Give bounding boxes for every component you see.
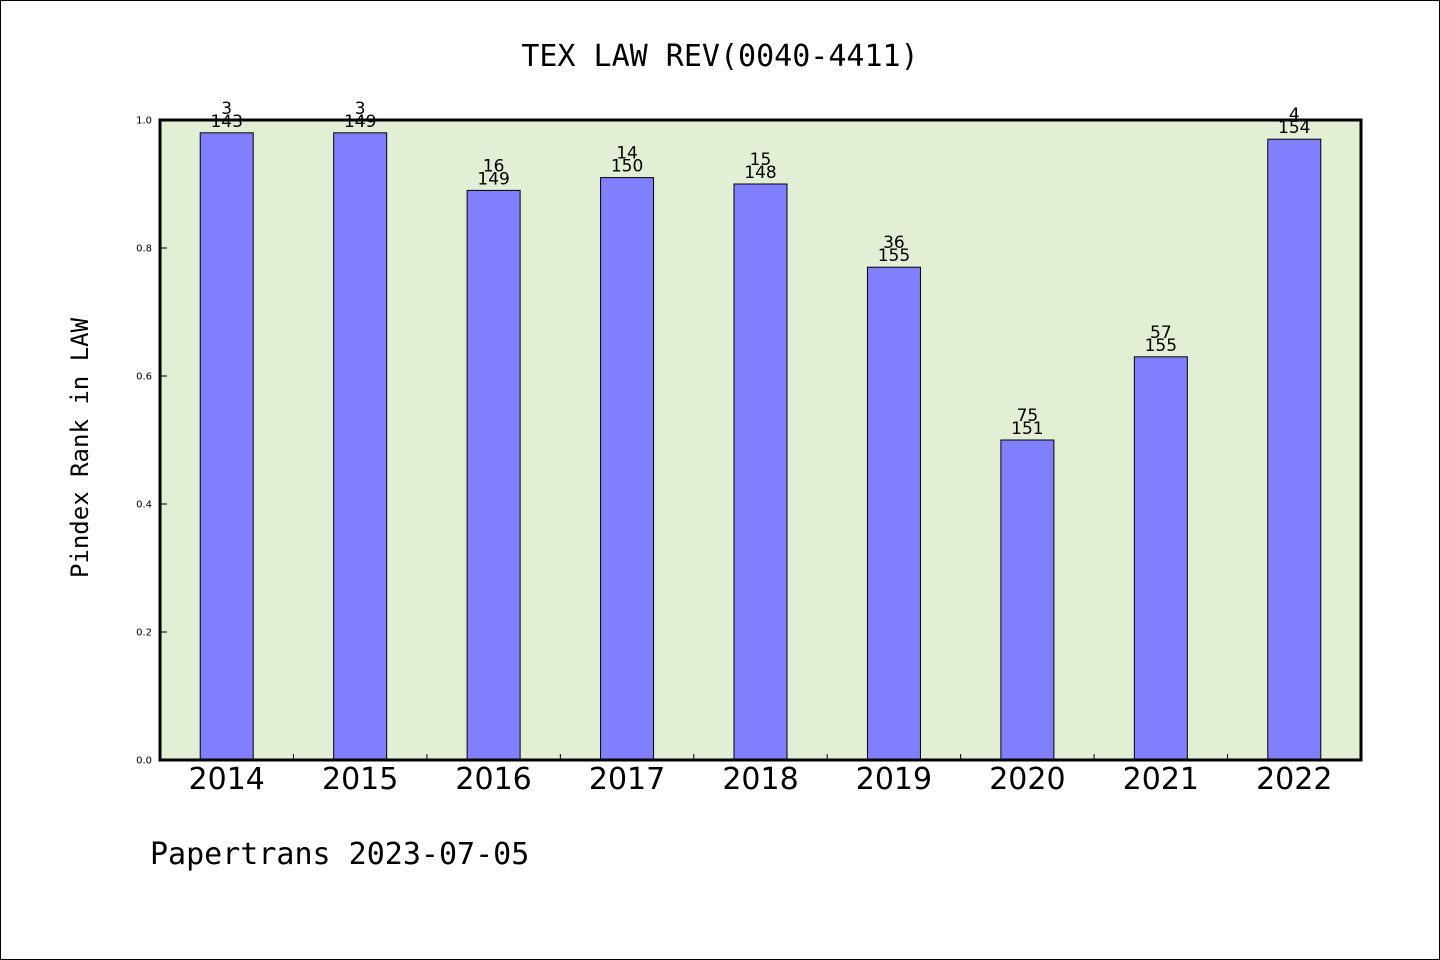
bar-rank-label: 14 [616,144,638,164]
bar-2016 [466,189,521,761]
bar-total-label: 151 [1011,419,1043,439]
bar-2014 [199,132,254,761]
bar-rank-label: 57 [1150,323,1172,343]
x-tick-label: 2018 [722,762,798,797]
bar-rank-label: 3 [355,99,366,119]
x-tick-label: 2015 [322,762,398,797]
bar-total-label: 155 [1145,336,1177,356]
bar-total-label: 150 [611,157,643,177]
x-tick-label: 2014 [189,762,265,797]
bar-total-label: 148 [744,163,776,183]
x-tick-label: 2020 [989,762,1065,797]
x-tick-label: 2017 [589,762,665,797]
x-axis-ticks: 2014 2015 2016 2017 2018 2019 2020 2021 2022 [189,754,1332,797]
y-tick-label: 0.8 [136,244,152,255]
bar-total-label: 149 [344,112,376,132]
x-tick-label: 2019 [856,762,932,797]
bar-rank-label: 3 [221,99,232,119]
x-tick-label: 2016 [455,762,531,797]
bar-total-label: 154 [1278,118,1310,138]
bar-rank-label: 36 [883,233,905,253]
bar-total-label: 149 [477,169,509,189]
bar-2018 [733,183,788,761]
bar-total-label: 143 [210,112,242,132]
bar-rank-label: 4 [1289,105,1300,125]
bar-rank-label: 75 [1017,406,1039,426]
bar-total-label: 155 [878,246,910,266]
bar-2020 [1000,439,1055,761]
x-tick-label: 2021 [1123,762,1199,797]
footer-text: Papertrans 2023-07-05 [150,837,529,872]
bar-2015 [333,132,388,761]
chart-title: TEX LAW REV(0040-4411) [521,39,918,74]
bar-2021 [1133,356,1188,761]
x-tick-label: 2022 [1256,762,1332,797]
y-axis-label: Pindex Rank in LAW [66,317,94,578]
bar-2019 [866,266,921,761]
y-tick-label: 0.2 [136,628,152,639]
y-tick-label: 1.0 [136,116,152,127]
plot-border [158,118,1363,762]
bar-rank-label: 16 [483,156,505,176]
y-tick-label: 0.6 [136,372,152,383]
bar-2022 [1267,138,1322,761]
y-tick-label: 0.4 [136,500,152,511]
bar-rank-label: 15 [750,150,772,170]
bars-group [199,132,1322,761]
bar-2017 [600,177,655,761]
y-tick-label: 0.0 [136,756,152,767]
